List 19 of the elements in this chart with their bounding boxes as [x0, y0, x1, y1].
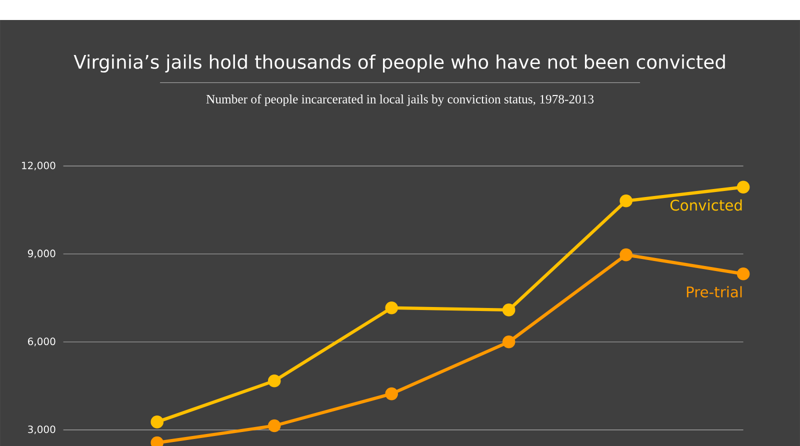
point — [736, 267, 750, 280]
series-label: Convicted — [670, 199, 742, 211]
point — [620, 194, 632, 208]
point — [620, 248, 632, 262]
point — [150, 416, 164, 428]
chart-title: Virginia’s jails hold thousands of people who have not been convicted — [74, 54, 725, 73]
chart-subtitle: Number of people incarcerated in local jails by conviction status, 1978-2013 — [206, 94, 594, 106]
point — [385, 301, 398, 314]
point — [502, 304, 516, 316]
point — [502, 336, 516, 348]
y-tick-label: 6,000 — [28, 338, 56, 346]
y-tick-label: 3,000 — [28, 426, 56, 434]
point — [736, 180, 750, 194]
y-tick-label: 12,000 — [22, 162, 56, 170]
y-tick-label: 9,000 — [28, 250, 56, 258]
point — [385, 387, 398, 400]
point — [268, 419, 281, 432]
series-label: Pre-trial — [686, 286, 742, 298]
point — [268, 374, 281, 388]
